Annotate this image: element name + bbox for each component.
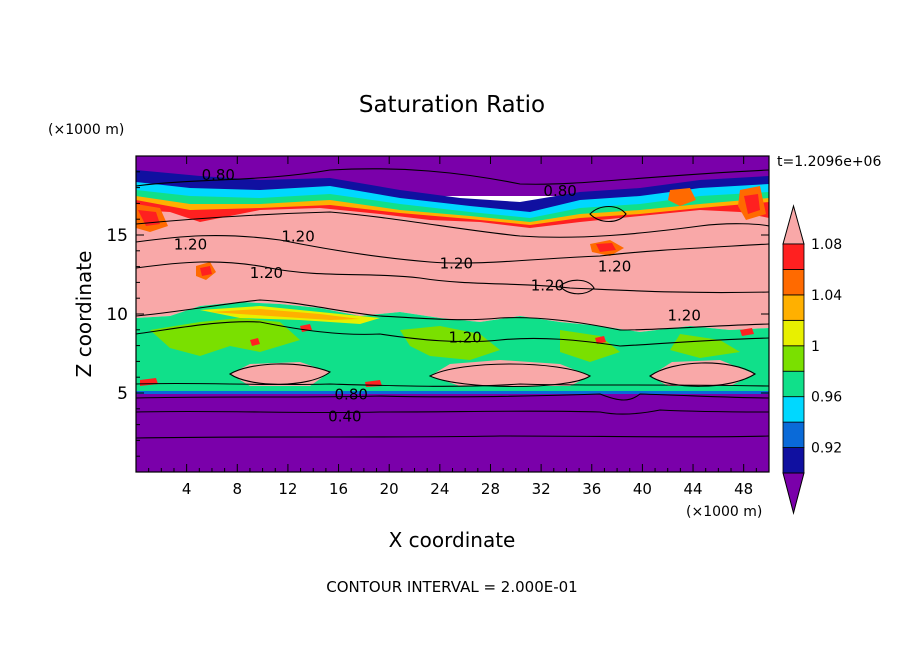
contour-label: 1.20 [250, 264, 283, 282]
colorbar-label: 1 [811, 339, 820, 355]
contour-line [136, 321, 769, 347]
colorbar: 0.92 0.96 1 1.04 1.08 [782, 204, 842, 515]
colorbar-swatch [782, 447, 805, 474]
lower-pink-pocket-right [650, 360, 755, 386]
contour-label: 0.80 [335, 386, 368, 404]
colorbar-swatch [782, 396, 805, 423]
colorbar-label: 1.08 [811, 237, 842, 253]
contour-label: 1.20 [440, 254, 473, 272]
contour-line [136, 435, 769, 439]
y-tick-label: 10 [106, 305, 128, 325]
chart-title: Saturation Ratio [359, 92, 545, 118]
x-tick-label: 40 [633, 480, 652, 498]
x-tick-label: 44 [683, 480, 702, 498]
contour-interval-note: CONTOUR INTERVAL = 2.000E-01 [326, 578, 577, 596]
x-tick-label: 28 [481, 480, 500, 498]
pink-layer-red-blobs [136, 186, 766, 280]
contour-label: 1.20 [448, 329, 481, 347]
lower-lime-patches [150, 318, 740, 362]
time-label: t=1.2096e+06 [777, 154, 881, 170]
colorbar-label: 0.92 [811, 441, 842, 457]
colorbar-swatch [782, 345, 805, 372]
contour-line [136, 234, 769, 264]
contour-line [136, 382, 769, 387]
contour-label: 0.80 [543, 182, 576, 200]
contour-lines [136, 168, 769, 439]
y-tick-label: 15 [106, 226, 128, 246]
x-tick-label: 48 [734, 480, 753, 498]
contour-label: 0.40 [328, 408, 361, 426]
contour-line [136, 299, 769, 331]
x-tick-label: 20 [380, 480, 399, 498]
contour-labels: 0.80 0.80 1.20 1.20 1.20 1.20 1.20 1.20 1.20 1.20… [174, 166, 701, 426]
contour-line [589, 205, 627, 223]
colorbar-swatch [782, 370, 805, 398]
cloud-base-flecks [140, 324, 754, 387]
x-tick-label: 36 [582, 480, 601, 498]
colorbar-swatch [782, 319, 805, 347]
contour-line [136, 409, 769, 415]
colorbar-label: 1.04 [811, 288, 842, 304]
colorbar-swatch [782, 294, 805, 321]
y-axis-label: Z coordinate [72, 251, 96, 378]
colorbar-top-arrow [782, 204, 805, 245]
contour-line [136, 261, 769, 294]
contour-label: 1.20 [598, 258, 631, 276]
lower-orange-streak [210, 309, 360, 320]
x-tick-label: 8 [233, 480, 243, 498]
contour-label: 1.20 [174, 235, 207, 253]
x-tick-label: 4 [182, 480, 192, 498]
saturation-field [136, 156, 769, 472]
supersaturated-layer [136, 208, 769, 332]
contour-line [649, 362, 757, 387]
x-tick-label: 16 [329, 480, 348, 498]
x-axis-label: X coordinate [389, 528, 516, 552]
contour-label: 1.20 [531, 277, 564, 295]
cloud-base-blue-line [136, 391, 769, 394]
x-tick-label: 12 [278, 480, 297, 498]
contour-label: 1.20 [281, 228, 314, 246]
contour-line [559, 279, 595, 295]
colorbar-bottom-arrow [782, 472, 805, 515]
y-axis-unit: (×1000 m) [48, 122, 124, 138]
colorbar-label: 0.96 [811, 390, 842, 406]
contour-line [136, 393, 769, 401]
contour-label: 1.20 [667, 307, 700, 325]
contour-line [136, 168, 769, 187]
surface-dry-layer [136, 393, 769, 472]
x-tick-label: 24 [430, 480, 449, 498]
colorbar-swatch [782, 243, 805, 270]
colorbar-swatch [782, 269, 805, 296]
contour-line [428, 363, 592, 387]
contour-line [228, 363, 332, 385]
x-axis-unit: (×1000 m) [686, 504, 762, 520]
contour-label: 0.80 [202, 166, 235, 184]
y-tick-label: 5 [117, 384, 128, 404]
lower-pink-pocket-left [230, 362, 330, 386]
contour-line [136, 211, 769, 238]
x-tick-label: 32 [532, 480, 551, 498]
colorbar-swatch [782, 421, 805, 448]
